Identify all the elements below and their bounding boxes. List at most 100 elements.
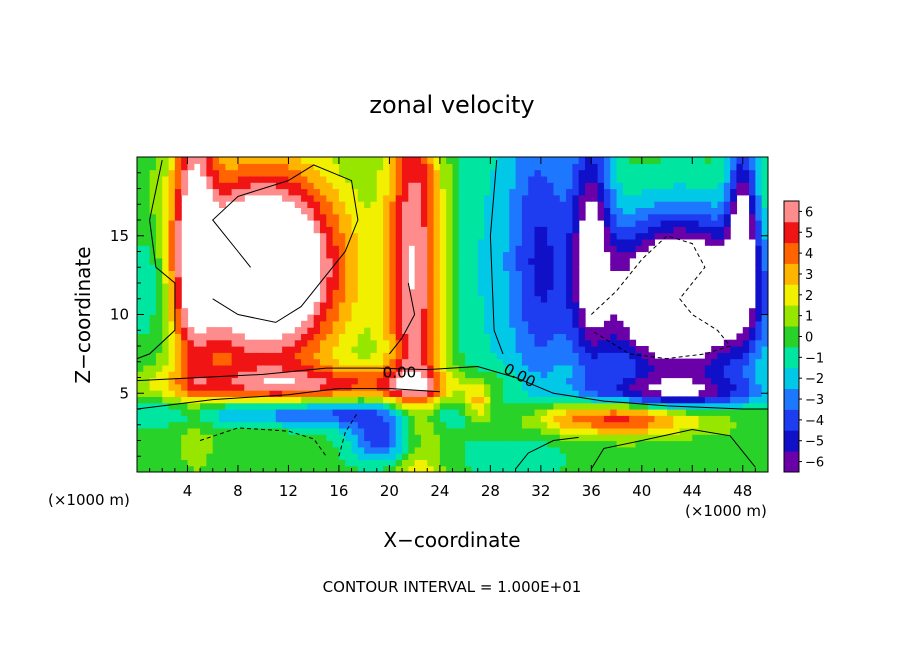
field-cell	[427, 402, 435, 410]
field-cell	[408, 175, 416, 183]
field-cell	[679, 188, 687, 196]
field-cell	[629, 339, 637, 347]
field-cell	[389, 320, 397, 328]
field-cell	[408, 327, 416, 334]
field-cell	[654, 390, 662, 397]
field-cell	[465, 238, 473, 246]
field-cell	[534, 251, 542, 259]
field-cell	[395, 238, 403, 246]
field-cell	[326, 283, 334, 290]
field-cell	[301, 427, 308, 435]
field-cell	[717, 175, 725, 183]
field-cell	[465, 201, 473, 208]
field-cell	[667, 364, 674, 372]
field-cell	[402, 352, 409, 360]
field-cell	[345, 226, 353, 234]
field-cell	[149, 157, 157, 164]
field-cell	[660, 453, 668, 460]
field-cell	[206, 465, 214, 472]
field-cell	[610, 440, 618, 448]
field-cell	[502, 427, 510, 435]
field-cell	[294, 358, 302, 366]
field-cell	[484, 201, 491, 208]
field-cell	[301, 358, 308, 366]
field-cell	[591, 377, 599, 385]
field-cell	[155, 390, 163, 397]
field-cell	[578, 377, 586, 385]
field-cell	[730, 383, 738, 391]
field-cell	[603, 402, 611, 410]
field-cell	[553, 364, 561, 372]
field-cell	[225, 421, 233, 429]
field-cell	[237, 157, 245, 164]
field-cell	[635, 163, 643, 171]
field-cell	[193, 459, 201, 467]
field-cell	[528, 213, 536, 221]
field-cell	[572, 276, 580, 284]
field-cell	[313, 446, 321, 454]
field-cell	[389, 434, 397, 442]
field-cell	[528, 421, 536, 429]
field-cell	[174, 327, 182, 334]
field-cell	[351, 383, 359, 391]
field-cell	[585, 390, 592, 397]
field-cell	[540, 207, 548, 215]
field-cell	[420, 440, 428, 448]
field-cell	[585, 371, 592, 379]
field-cell	[660, 440, 668, 448]
field-cell	[433, 314, 441, 322]
field-cell	[187, 390, 195, 397]
field-cell	[711, 377, 719, 385]
field-cell	[370, 213, 378, 221]
field-cell	[206, 377, 214, 385]
field-cell	[313, 327, 321, 334]
field-cell	[553, 264, 561, 271]
field-cell	[231, 333, 239, 341]
field-cell	[256, 346, 264, 353]
field-cell	[641, 409, 649, 416]
field-cell	[225, 371, 233, 379]
field-cell	[357, 396, 365, 404]
field-cell	[137, 415, 144, 423]
field-cell	[629, 352, 637, 360]
field-cell	[534, 276, 542, 284]
field-cell	[761, 226, 768, 234]
field-cell	[547, 333, 555, 341]
field-cell	[338, 194, 346, 202]
field-cell	[471, 446, 479, 454]
field-cell	[237, 188, 245, 196]
field-cell	[521, 163, 529, 171]
field-cell	[755, 157, 763, 164]
field-cell	[622, 333, 630, 341]
field-cell	[282, 383, 290, 391]
field-cell	[509, 383, 517, 391]
field-cell	[509, 434, 517, 442]
colorbar-label: −3	[805, 393, 824, 408]
field-cell	[376, 415, 384, 423]
field-cell	[244, 440, 252, 448]
field-cell	[704, 232, 712, 240]
field-cell	[465, 232, 473, 240]
field-cell	[137, 434, 144, 442]
field-cell	[471, 371, 479, 379]
field-cell	[484, 245, 491, 253]
field-cell	[427, 276, 435, 284]
field-cell	[338, 440, 346, 448]
field-cell	[749, 188, 756, 196]
field-cell	[502, 434, 510, 442]
field-cell	[490, 295, 498, 303]
field-cell	[679, 163, 687, 171]
x-tick-label: 36	[582, 482, 601, 500]
field-cell	[370, 245, 378, 253]
field-cell	[326, 402, 334, 410]
field-cell	[648, 175, 656, 183]
field-cell	[698, 453, 706, 460]
field-cell	[603, 238, 611, 246]
field-cell	[635, 377, 643, 385]
field-cell	[749, 320, 756, 328]
field-cell	[477, 295, 485, 303]
field-cell	[704, 188, 712, 196]
field-cell	[395, 276, 403, 284]
field-cell	[616, 188, 624, 196]
field-cell	[490, 264, 498, 271]
